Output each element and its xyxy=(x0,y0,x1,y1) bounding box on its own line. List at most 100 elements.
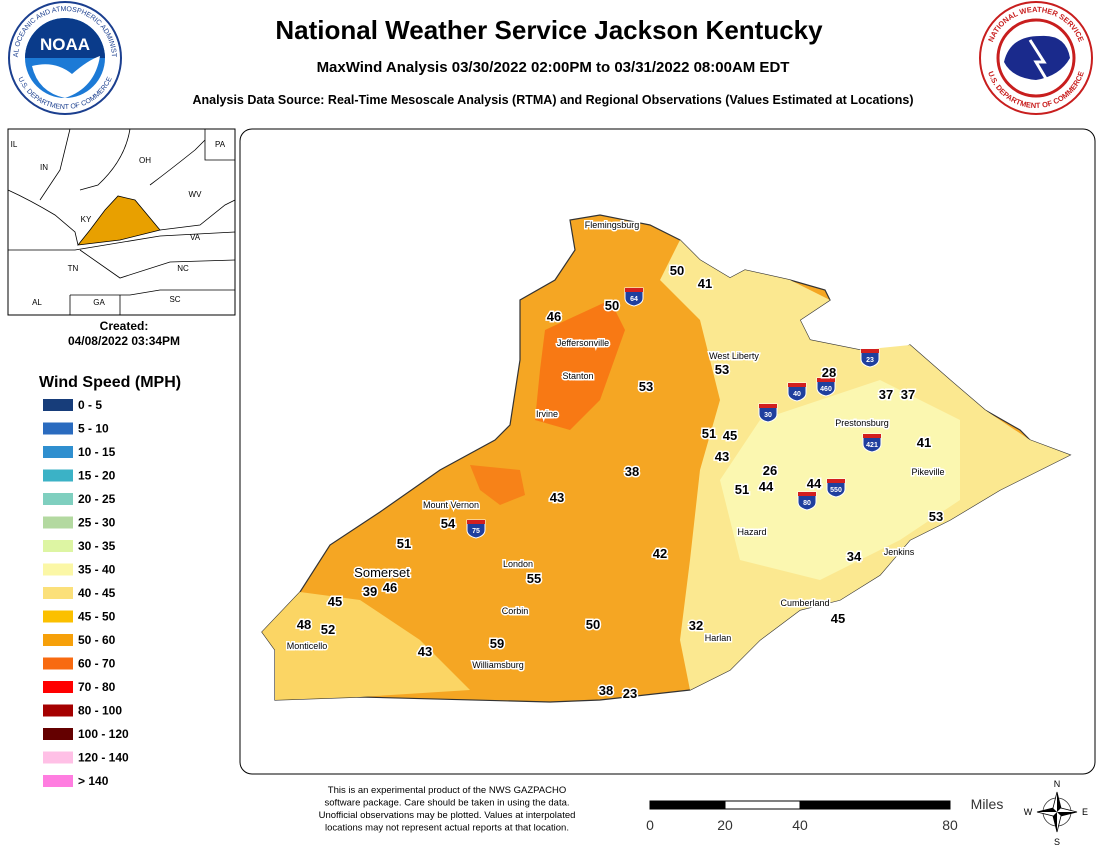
observation-value: 50 xyxy=(670,263,684,278)
city-label: Hazard xyxy=(737,527,766,537)
observation-value: 53 xyxy=(929,509,943,524)
observation-value: 37 xyxy=(879,387,893,402)
interstate-shield xyxy=(797,491,817,511)
city-label: Irvine xyxy=(536,409,558,419)
legend-label: 30 - 35 xyxy=(78,539,116,553)
city-label: Mount Vernon xyxy=(423,500,479,510)
interstate-shield xyxy=(816,377,836,397)
legend-swatch xyxy=(43,399,73,411)
city-label: Prestonsburg xyxy=(835,418,889,428)
legend-swatch xyxy=(43,751,73,764)
legend-label: 60 - 70 xyxy=(78,657,116,671)
compass: N E S W xyxy=(1024,779,1088,847)
legend-swatch xyxy=(43,775,73,787)
legend-label: 35 - 40 xyxy=(78,563,116,577)
observation-value: 50 xyxy=(586,617,600,632)
observation-value: 52 xyxy=(321,622,335,637)
created-date: 04/08/2022 03:34PM xyxy=(68,334,180,348)
legend-label: 45 - 50 xyxy=(78,610,116,624)
legend-label: 50 - 60 xyxy=(78,633,116,647)
state-label: SC xyxy=(169,295,180,304)
legend-swatch xyxy=(43,657,73,670)
created-label: Created: xyxy=(100,319,149,333)
city-label: Pikeville xyxy=(911,467,944,477)
observation-value: 45 xyxy=(328,594,342,609)
state-label: TN xyxy=(68,264,79,273)
scale-label: 0 xyxy=(646,817,654,833)
observation-value: 44 xyxy=(807,476,822,491)
city-label: Corbin xyxy=(502,606,529,616)
interstate-number: 40 xyxy=(793,391,801,398)
city-label: Monticello xyxy=(287,641,328,651)
legend-swatch xyxy=(43,446,73,458)
city-label: West Liberty xyxy=(709,351,759,361)
city-label: Cumberland xyxy=(780,598,829,608)
observation-value: 48 xyxy=(297,617,311,632)
legend-title: Wind Speed (MPH) xyxy=(39,374,181,391)
city-label: Harlan xyxy=(705,633,732,643)
interstate-number: 421 xyxy=(866,442,878,449)
observation-value: 42 xyxy=(653,546,667,561)
interstate-shield xyxy=(624,287,644,307)
disclaimer-line: Unofficial observations may be plotted. … xyxy=(319,810,576,821)
city-label: Jeffersonville xyxy=(557,338,609,348)
observation-value: 39 xyxy=(363,584,377,599)
city-label: Stanton xyxy=(562,371,593,381)
observation-value: 43 xyxy=(550,490,564,505)
legend-label: 25 - 30 xyxy=(78,516,116,530)
observation-value: 46 xyxy=(383,580,397,595)
data-source: Analysis Data Source: Real-Time Mesoscal… xyxy=(192,93,913,107)
legend-swatch xyxy=(43,610,73,623)
subtitle: MaxWind Analysis 03/30/2022 02:00PM to 0… xyxy=(317,59,790,76)
observation-value: 45 xyxy=(723,428,737,443)
legend-label: 70 - 80 xyxy=(78,680,116,694)
interstate-number: 64 xyxy=(630,296,638,303)
legend-label: 10 - 15 xyxy=(78,445,116,459)
city-label: Flemingsburg xyxy=(585,220,640,230)
state-label: IN xyxy=(40,163,48,172)
interstate-band xyxy=(788,383,806,387)
interstate-shield xyxy=(862,433,882,453)
observation-value: 53 xyxy=(639,379,653,394)
state-label: GA xyxy=(93,298,105,307)
legend-swatch xyxy=(43,563,73,576)
legend-swatch xyxy=(43,493,73,505)
interstate-shield xyxy=(758,403,778,423)
legend: 0 - 5 5 - 10 10 - 15 15 - 20 20 - 25 25 - 30 3… xyxy=(43,398,129,788)
legend-swatch xyxy=(43,469,73,482)
legend-swatch xyxy=(43,681,73,693)
city-label: Somerset xyxy=(354,565,410,580)
observation-value: 26 xyxy=(763,463,777,478)
map-labels: 64 23 40 460 30 421 550 80 75 Flemingsburg Jeffers… xyxy=(285,219,946,703)
state-label: PA xyxy=(215,140,226,149)
observation-value: 43 xyxy=(418,644,432,659)
state-label: IL xyxy=(11,140,18,149)
compass-w: W xyxy=(1024,807,1033,817)
interstate-shield xyxy=(826,478,846,498)
scale-segment xyxy=(649,800,726,810)
observation-value: 41 xyxy=(698,276,712,291)
title: National Weather Service Jackson Kentuck… xyxy=(275,15,823,45)
legend-label: > 140 xyxy=(78,774,109,788)
interstate-shield xyxy=(466,519,486,539)
state-label: NC xyxy=(177,264,189,273)
compass-s: S xyxy=(1054,837,1060,847)
disclaimer-line: This is an experimental product of the N… xyxy=(328,785,566,796)
legend-swatch xyxy=(43,587,73,599)
observation-value: 43 xyxy=(715,449,729,464)
interstate-number: 23 xyxy=(866,357,874,364)
interstate-band xyxy=(798,492,816,496)
interstate-band xyxy=(625,288,643,292)
interstate-band xyxy=(467,520,485,524)
legend-label: 80 - 100 xyxy=(78,704,122,718)
interstate-number: 460 xyxy=(820,386,832,393)
disclaimer-line: software package. Care should be taken i… xyxy=(324,798,569,809)
observation-value: 41 xyxy=(917,435,931,450)
city-label: Williamsburg xyxy=(472,660,524,670)
state-label: VA xyxy=(190,233,201,242)
interstate-number: 80 xyxy=(803,500,811,507)
state-label: OH xyxy=(139,156,151,165)
state-label: WV xyxy=(189,190,203,199)
legend-label: 0 - 5 xyxy=(78,398,102,412)
